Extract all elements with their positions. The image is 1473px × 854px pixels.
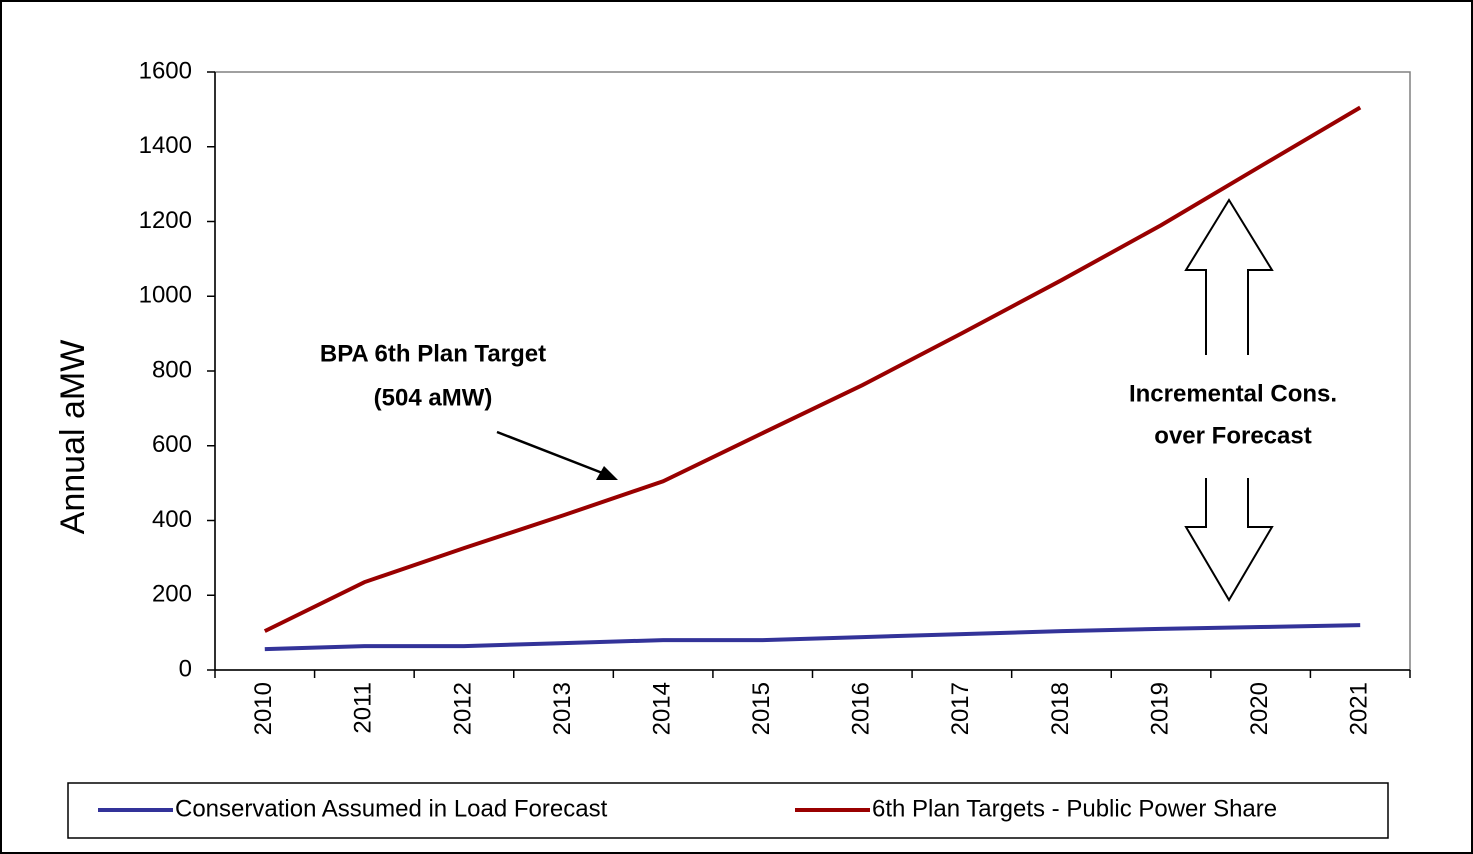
x-tick-label: 2014: [648, 682, 675, 735]
x-tick-label: 2010: [250, 682, 277, 735]
legend: [67, 782, 1389, 839]
x-tick-label: 2015: [748, 682, 775, 735]
x-tick-label: 2013: [549, 682, 576, 735]
annotation-arrow: [496, 430, 606, 476]
legend-label: Conservation Assumed in Load Forecast: [175, 795, 608, 822]
y-axis-label: Annual aMW: [54, 340, 92, 535]
down-arrow: [1184, 478, 1274, 602]
y-tick-label: 0: [179, 655, 192, 682]
y-tick-label: 800: [152, 356, 192, 383]
up-arrow: [1184, 198, 1274, 355]
y-tick-label: 400: [152, 506, 192, 533]
x-tick-label: 2020: [1246, 682, 1273, 735]
y-tick-label: 1000: [139, 282, 192, 309]
x-tick-label: 2019: [1146, 682, 1173, 735]
y-tick-label: 1600: [139, 57, 192, 84]
x-tick-label: 2016: [848, 682, 875, 735]
x-tick-label: 2021: [1346, 682, 1373, 735]
x-tick-label: 2011: [350, 682, 377, 734]
annotation: over Forecast: [1154, 422, 1311, 449]
x-tick-label: 2017: [947, 682, 974, 735]
legend-label: 6th Plan Targets - Public Power Share: [872, 795, 1277, 822]
annotation: Incremental Cons.: [1129, 380, 1337, 407]
x-tick-label: 2018: [1047, 682, 1074, 735]
series-line: [263, 105, 1362, 633]
annotation-arrowhead: [596, 466, 618, 480]
annotation: (504 aMW): [374, 384, 493, 411]
y-tick-label: 1200: [139, 207, 192, 234]
annotation: BPA 6th Plan Target: [320, 340, 546, 367]
y-tick-label: 600: [152, 431, 192, 458]
y-tick-label: 200: [152, 581, 192, 608]
series-line: [264, 623, 1361, 652]
x-tick-label: 2012: [449, 682, 476, 735]
y-tick-label: 1400: [139, 132, 192, 159]
